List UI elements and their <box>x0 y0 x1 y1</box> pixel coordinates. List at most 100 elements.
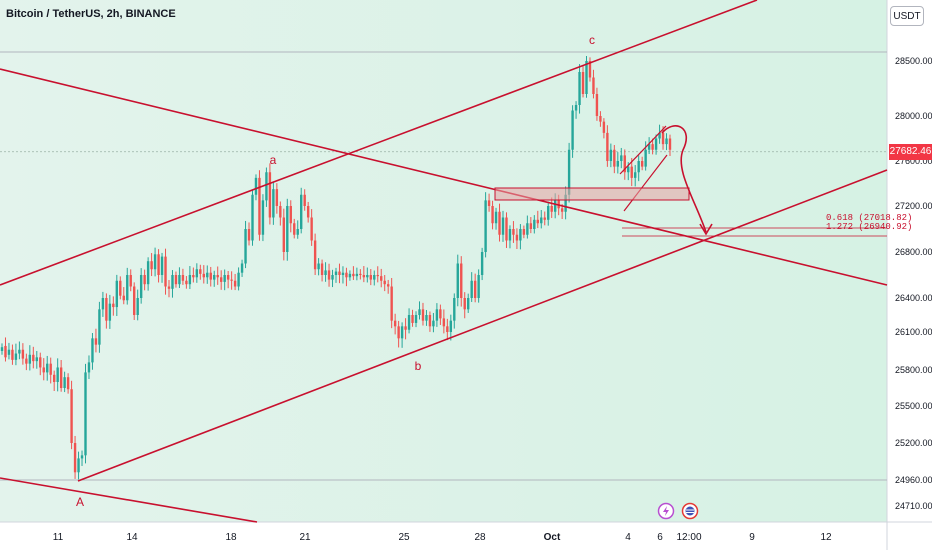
candle-body <box>11 349 14 360</box>
candle-body <box>153 254 157 270</box>
date-tick-label: 12 <box>820 532 832 543</box>
candle-body <box>129 275 132 287</box>
candle-body <box>634 172 637 178</box>
candle-body <box>463 298 466 310</box>
wave-label-A: A <box>76 495 84 509</box>
candle-body <box>84 372 87 456</box>
candle-body <box>442 318 446 327</box>
current-price-tag: 27682.46 <box>889 143 932 160</box>
candle-body <box>477 275 480 298</box>
candle-body <box>52 374 56 382</box>
wave-label-b: b <box>415 359 422 373</box>
candle-body <box>536 219 539 224</box>
candle-body <box>331 275 334 280</box>
candle-body <box>571 110 574 150</box>
candle-body <box>620 155 623 161</box>
candle-body <box>126 275 129 301</box>
wave-label-a: a <box>270 153 277 167</box>
time-axis-background <box>0 522 932 550</box>
price-tick-label: 26100.00 <box>895 327 932 337</box>
candle-body <box>240 263 244 273</box>
candle-body <box>167 286 171 289</box>
candle-body <box>439 309 442 319</box>
candle-body <box>310 217 313 241</box>
resistance-zone <box>494 187 690 201</box>
candle-body <box>139 275 143 298</box>
upper-channel-line <box>0 0 758 286</box>
candle-body <box>453 298 456 321</box>
date-tick-label: 11 <box>53 532 64 543</box>
date-tick-label: 9 <box>749 532 755 543</box>
fib-level-label: 1.272 (26940.92) <box>826 222 912 232</box>
candle-body <box>219 277 223 282</box>
candle-body <box>317 263 320 270</box>
candle-body <box>164 256 167 287</box>
candle-body <box>286 206 289 252</box>
candle-body <box>637 161 640 173</box>
candle-body <box>192 275 195 278</box>
price-tick-label: 24960.00 <box>895 475 932 485</box>
candle-body <box>195 269 199 278</box>
candle-body <box>21 349 25 359</box>
candle-body <box>296 229 299 235</box>
candle-body <box>174 275 178 285</box>
chart-title: Bitcoin / TetherUS, 2h, BINANCE <box>6 8 176 20</box>
candle-body <box>244 229 247 264</box>
candle-body <box>515 234 519 241</box>
candle-body <box>404 326 407 330</box>
date-tick-label: 6 <box>657 532 663 543</box>
candle-body <box>46 363 49 373</box>
candle-body <box>348 273 352 278</box>
date-tick-label: 4 <box>625 532 631 543</box>
candle-body <box>435 309 439 321</box>
lower-left-trendline <box>0 477 258 523</box>
candle-body <box>644 149 647 167</box>
currency-button[interactable]: USDT <box>890 6 924 26</box>
candle-body <box>567 149 571 195</box>
date-tick-label: 28 <box>474 532 486 543</box>
candle-body <box>529 223 533 229</box>
candle-body <box>494 211 498 224</box>
candle-body <box>397 326 400 339</box>
candle-body <box>334 271 338 275</box>
candle-body <box>209 272 212 280</box>
candle-body <box>414 315 418 323</box>
candle-body <box>70 389 73 443</box>
candle-body <box>157 254 160 275</box>
candle-body <box>98 309 101 345</box>
candle-body <box>627 166 630 173</box>
candle-body <box>407 315 411 330</box>
candle-body <box>143 275 146 285</box>
candle-body <box>171 275 174 289</box>
candle-body <box>456 263 459 298</box>
candle-body <box>146 261 150 285</box>
candle-body <box>39 357 42 368</box>
candle-body <box>77 458 80 473</box>
candle-body <box>122 295 125 301</box>
descending-trendline <box>0 68 888 286</box>
candle-body <box>480 252 484 275</box>
price-tick-label: 27600.00 <box>895 156 932 166</box>
flag-event-icon <box>681 502 699 520</box>
candle-body <box>658 132 661 139</box>
candle-body <box>237 272 240 287</box>
candle-body <box>366 275 369 278</box>
candle-body <box>0 347 4 351</box>
candle-body <box>369 275 372 280</box>
candle-body <box>272 189 275 218</box>
candle-body <box>533 219 536 229</box>
candle-body <box>300 194 303 229</box>
candle-body <box>136 298 139 315</box>
candle-body <box>550 206 553 212</box>
candle-body <box>647 144 651 150</box>
candle-body <box>213 275 216 280</box>
candle-body <box>473 280 477 298</box>
candle-body <box>35 357 38 362</box>
candle-body <box>487 200 491 206</box>
candle-body <box>282 217 286 252</box>
candle-body <box>216 275 219 278</box>
candle-body <box>293 223 296 235</box>
candle-body <box>613 149 616 167</box>
candle-body <box>14 353 18 360</box>
